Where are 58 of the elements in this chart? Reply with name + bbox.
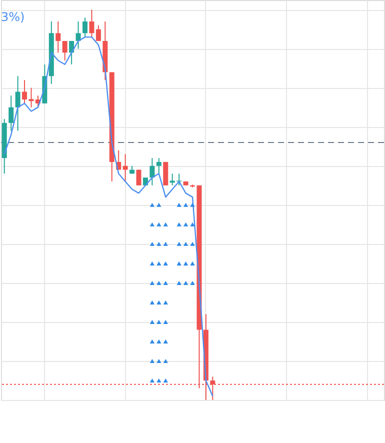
point (150, 242, 155, 246)
point (156, 339, 162, 344)
candlestick (76, 20, 81, 50)
candlestick (82, 17, 88, 38)
candlestick (15, 76, 20, 132)
point (150, 320, 155, 324)
candlestick (122, 154, 128, 182)
point (150, 339, 155, 344)
point (183, 242, 188, 246)
point (183, 222, 188, 226)
point (176, 242, 182, 246)
point (163, 261, 168, 266)
point (156, 202, 162, 207)
point (190, 222, 195, 226)
point (176, 222, 182, 226)
point (183, 280, 188, 285)
point (190, 261, 195, 266)
point (150, 378, 155, 383)
point (150, 261, 155, 266)
point (150, 300, 155, 304)
point (156, 358, 162, 364)
point (163, 280, 168, 285)
annotation: 3%) (1, 10, 25, 24)
point (156, 261, 162, 266)
candlestick (150, 158, 155, 186)
point (190, 202, 195, 207)
point (176, 280, 182, 285)
point (163, 300, 168, 304)
candlestick (56, 20, 61, 54)
point (156, 378, 162, 383)
candlestick (96, 24, 101, 42)
point (150, 280, 155, 285)
candlestick (62, 40, 68, 61)
point (163, 339, 168, 344)
point (163, 242, 168, 246)
point (156, 320, 162, 324)
point (183, 261, 188, 266)
point (156, 222, 162, 226)
point (156, 280, 162, 285)
point (156, 242, 162, 246)
point (163, 378, 168, 383)
point (163, 358, 168, 364)
point (190, 280, 195, 285)
point (150, 202, 155, 207)
candlestick (8, 95, 14, 132)
candlestick (156, 158, 162, 174)
candlestick (89, 9, 94, 38)
candlestick (163, 161, 168, 186)
point (150, 358, 155, 364)
point (163, 320, 168, 324)
candlestick (136, 169, 142, 186)
point (150, 222, 155, 226)
point (183, 202, 188, 207)
point (156, 300, 162, 304)
point (190, 242, 195, 246)
point (176, 202, 182, 207)
point (176, 261, 182, 266)
point (163, 222, 168, 226)
